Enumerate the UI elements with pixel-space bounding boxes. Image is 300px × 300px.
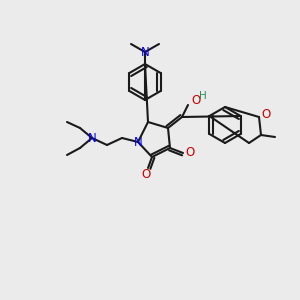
Text: N: N [88,131,96,145]
Text: O: O [261,109,271,122]
Text: H: H [199,91,207,101]
Text: N: N [134,136,142,148]
Text: O: O [191,94,200,106]
Text: N: N [141,46,149,59]
Text: O: O [141,169,151,182]
Text: O: O [185,146,195,160]
